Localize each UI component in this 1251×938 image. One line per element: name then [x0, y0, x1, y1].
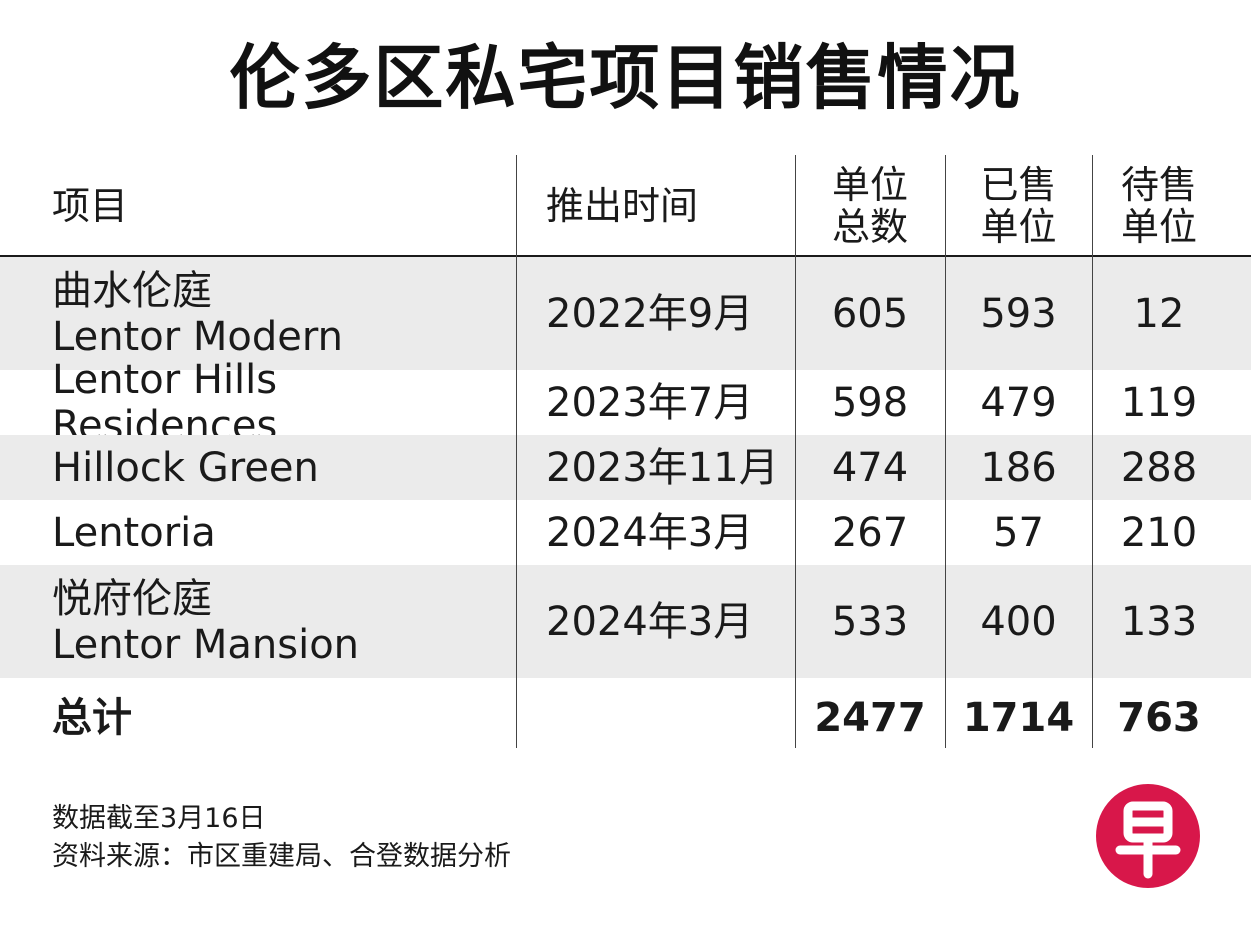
totals-unsold-units: 763 [1117, 695, 1201, 741]
table-row: Lentor Hills Residences 2023年7月 598 479 … [0, 356, 1251, 449]
header-sold-units-line2: 单位 [980, 205, 1057, 249]
header-unsold-units: 待售 单位 [1092, 155, 1226, 257]
header-total-units-line2: 总数 [831, 205, 908, 249]
column-divider [795, 155, 796, 748]
header-unsold-units-line1: 待售 [1120, 163, 1197, 207]
header-total-units-line1: 单位 [831, 163, 908, 207]
header-sold-units-line1: 已售 [980, 163, 1057, 207]
header-divider [0, 255, 1251, 257]
project-name-en: Lentor Mansion [52, 621, 360, 668]
total-units: 598 [831, 379, 909, 426]
totals-sold-units: 1714 [962, 695, 1075, 741]
project-name: 曲水伦庭 Lentor Modern [52, 257, 512, 370]
column-divider [945, 155, 946, 748]
zaobao-logo-icon [1096, 784, 1200, 888]
header-unsold-units-line2: 单位 [1120, 205, 1197, 249]
chart-title: 伦多区私宅项目销售情况 [229, 37, 1022, 119]
table-row: Lentoria 2024年3月 267 57 210 [0, 500, 1251, 565]
table-row: 曲水伦庭 Lentor Modern 2022年9月 605 593 12 [0, 257, 1251, 370]
sold-units: 479 [980, 379, 1057, 426]
project-name-cn: 悦府伦庭 [52, 575, 212, 622]
column-divider [1092, 155, 1093, 748]
sold-units: 57 [993, 509, 1044, 556]
logo-glyph [1115, 801, 1181, 879]
launch-date: 2024年3月 [546, 509, 754, 556]
project-name-en: Lentor Hills Residences [52, 356, 278, 449]
sold-units: 593 [980, 290, 1057, 337]
unsold-units: 210 [1120, 509, 1198, 556]
launch-date: 2023年11月 [546, 444, 779, 491]
project-name-en: Hillock Green [52, 444, 319, 491]
source-note: 资料来源：市区重建局、合登数据分析 [52, 841, 511, 872]
launch-date: 2023年7月 [546, 379, 754, 426]
unsold-units: 119 [1120, 379, 1198, 426]
sold-units: 400 [980, 598, 1057, 645]
table-row: 悦府伦庭 Lentor Mansion 2024年3月 533 400 133 [0, 565, 1251, 678]
total-units: 267 [831, 509, 909, 556]
launch-date: 2022年9月 [546, 290, 754, 337]
total-units: 474 [831, 444, 909, 491]
totals-row: 总计 2477 1714 763 [0, 678, 1251, 758]
header-total-units: 单位 总数 [795, 155, 945, 257]
unsold-units: 12 [1133, 290, 1185, 337]
totals-total-units: 2477 [814, 695, 926, 741]
project-name-en: Lentor Modern [52, 313, 343, 360]
header-sold-units: 已售 单位 [945, 155, 1092, 257]
total-units: 605 [831, 290, 909, 337]
total-units: 533 [831, 598, 909, 645]
data-date-note: 数据截至3月16日 [52, 803, 266, 834]
table-row: Hillock Green 2023年11月 474 186 288 [0, 435, 1251, 500]
footnote: 数据截至3月16日 资料来源：市区重建局、合登数据分析 [52, 800, 511, 876]
project-name-cn: 曲水伦庭 [52, 267, 212, 314]
table-header-row: 项目 推出时间 单位 总数 已售 单位 待售 单位 [0, 155, 1251, 257]
column-divider [516, 155, 517, 748]
project-name: 悦府伦庭 Lentor Mansion [52, 565, 512, 678]
sales-table: 项目 推出时间 单位 总数 已售 单位 待售 单位 曲水伦庭 Lentor [0, 155, 1251, 758]
sold-units: 186 [980, 444, 1057, 491]
unsold-units: 288 [1120, 444, 1198, 491]
unsold-units: 133 [1120, 598, 1198, 645]
header-project: 项目 [52, 184, 129, 228]
project-name-en: Lentoria [52, 509, 216, 556]
launch-date: 2024年3月 [546, 598, 754, 645]
totals-label: 总计 [52, 695, 132, 741]
header-launch: 推出时间 [546, 184, 699, 228]
